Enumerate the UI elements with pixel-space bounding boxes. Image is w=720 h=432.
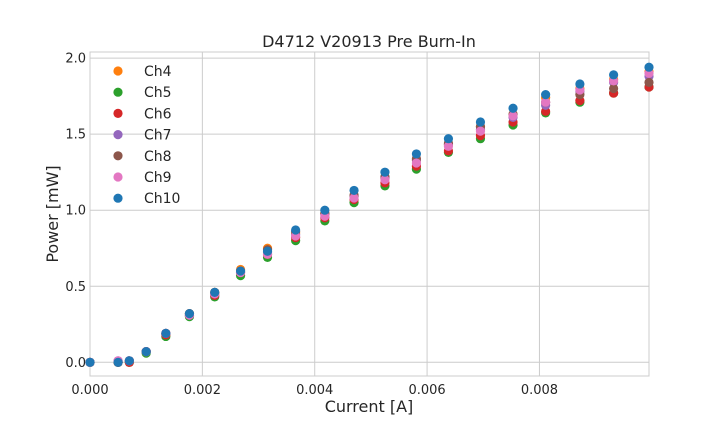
data-point [320,205,330,215]
legend-label: Ch10 [144,191,180,207]
data-point [411,149,422,159]
data-point [124,356,134,366]
data-point [609,70,619,80]
series-ch10 [85,62,654,367]
y-tick-label: 1.5 [65,128,86,143]
y-axis-label: Power [mW] [43,165,62,262]
legend-marker [113,87,123,97]
legend-marker [113,172,123,182]
plot-frame [89,51,650,377]
legend: Ch4 Ch5 Ch6 Ch7 Ch8 Ch9 Ch10 [113,64,180,207]
data-point [210,287,220,297]
data-point [184,309,195,319]
legend-marker [113,193,123,203]
legend-label: Ch7 [144,128,172,144]
data-point [235,266,246,276]
x-tick-label: 0.008 [521,383,558,398]
data-point [508,103,518,113]
x-axis-label: Current [A] [325,397,414,416]
tick-labels: 0.000 0.002 0.004 0.006 0.008 0.0 0.5 1.0 1.5 2.0 [65,52,558,398]
data-point [262,246,273,256]
chart-title: D4712 V20913 Pre Burn-In [262,32,476,51]
x-tick-label: 0.004 [296,383,333,398]
y-tick-label: 1.0 [65,204,86,219]
data-point [349,193,359,203]
data-point [541,89,551,100]
legend-label: Ch9 [144,170,172,186]
legend-marker [113,151,123,161]
grid [89,52,649,376]
data-point [609,83,619,94]
data-point [161,328,171,339]
x-tick-label: 0.006 [408,383,445,398]
legend-label: Ch8 [144,149,172,165]
legend-marker [113,66,123,76]
y-tick-label: 0.5 [65,280,86,295]
data-point [380,175,390,185]
data-point [541,97,551,107]
legend-label: Ch6 [144,106,172,122]
data-point [508,111,518,121]
y-tick-label: 2.0 [65,52,86,67]
legend-marker [113,108,123,118]
x-tick-label: 0.000 [71,383,108,398]
data-point [411,158,422,168]
legend-marker [113,130,123,140]
data-point [644,77,654,88]
data-point [443,141,454,151]
data-point [475,117,486,127]
x-tick-label: 0.002 [184,383,221,398]
data-point [575,79,585,89]
data-point [85,357,95,367]
y-tick-label: 0.0 [65,356,86,371]
legend-label: Ch4 [144,64,172,80]
data-point [349,185,359,196]
data-points [85,62,654,367]
data-point [141,347,151,357]
data-point [291,225,301,235]
data-point [380,167,390,177]
data-point [443,134,454,144]
legend-label: Ch5 [144,85,172,101]
data-point [475,126,486,136]
data-point [644,62,654,72]
data-point [113,357,123,367]
